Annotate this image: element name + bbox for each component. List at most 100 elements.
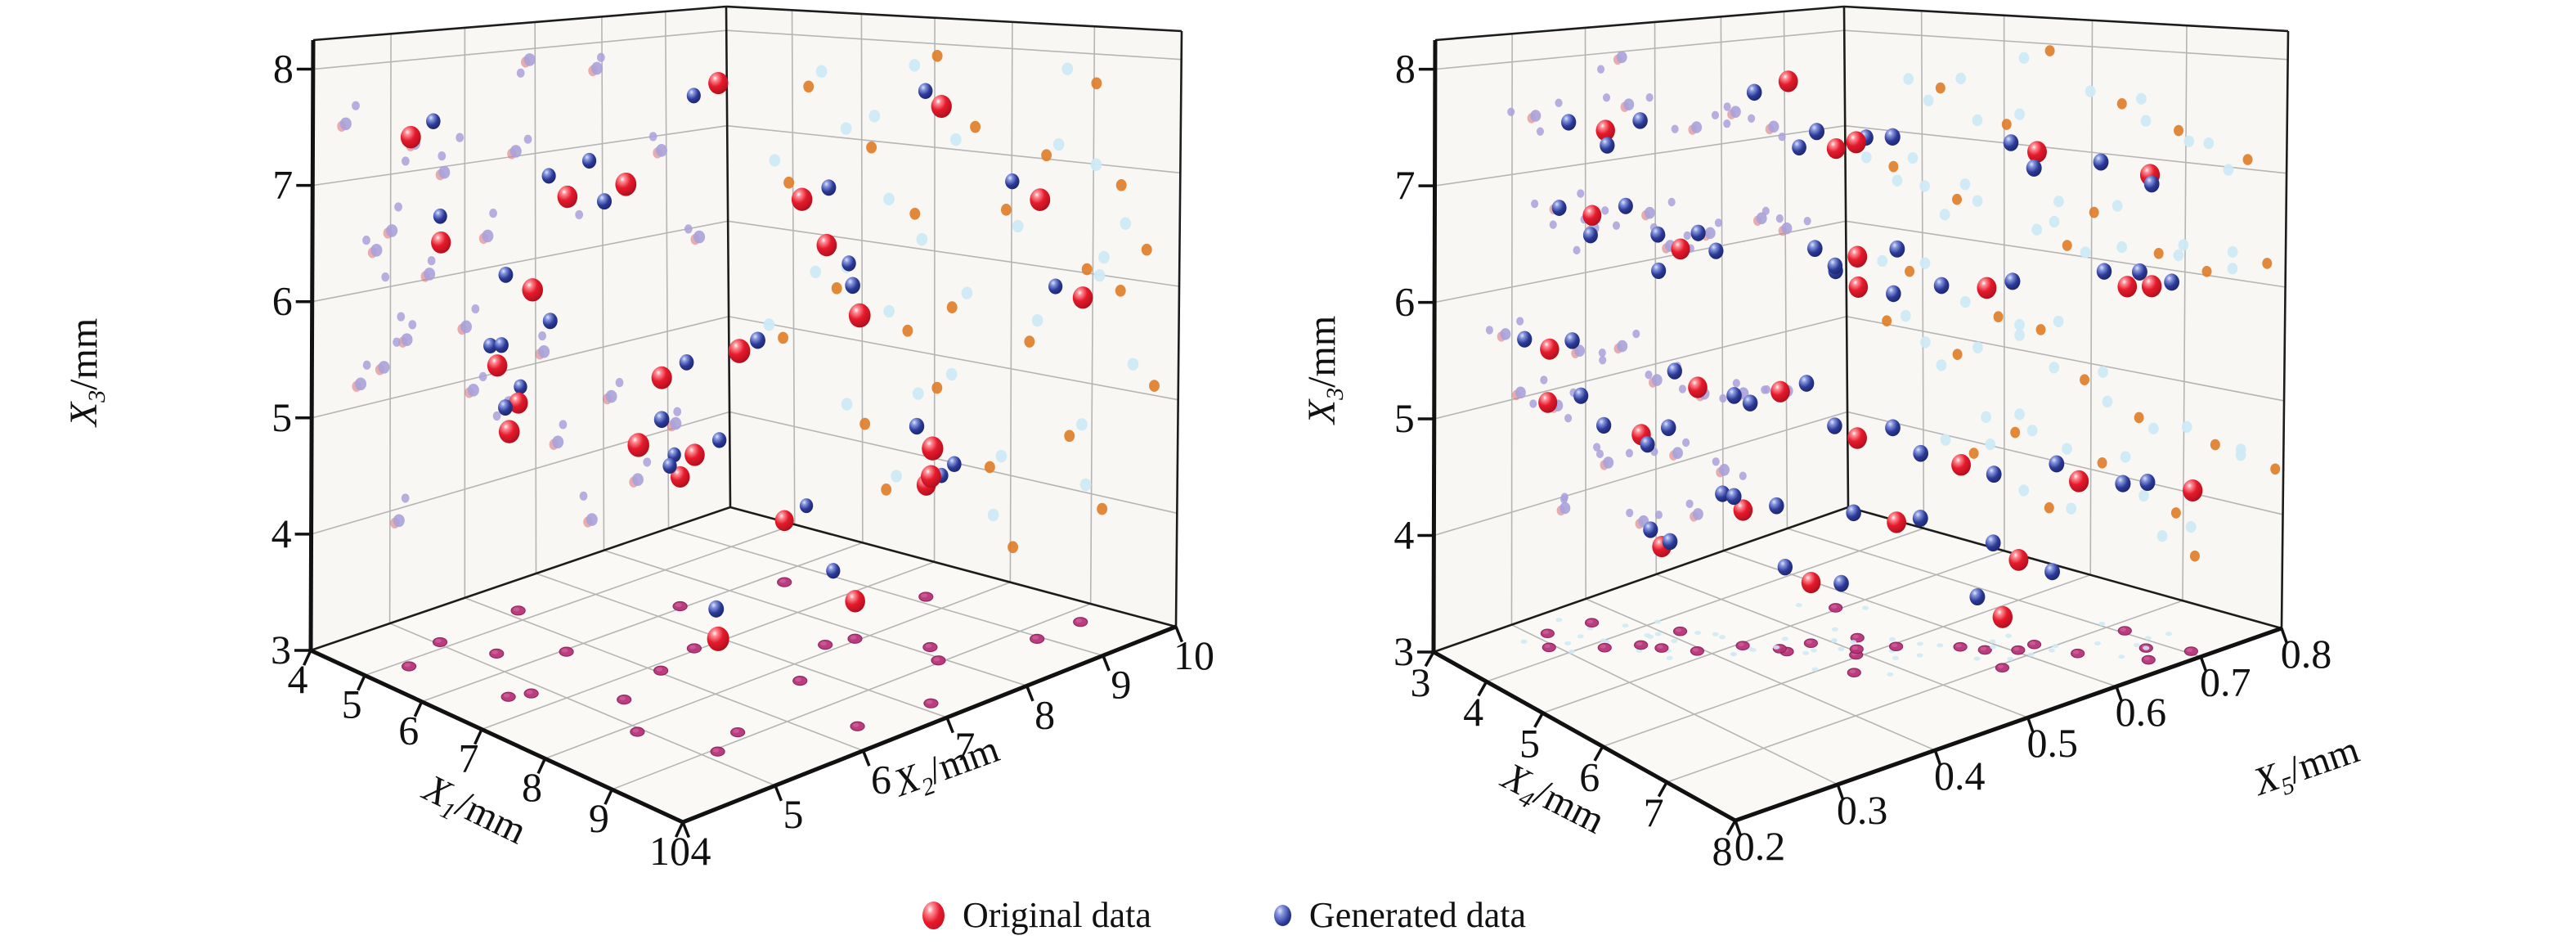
generated-point <box>2115 475 2131 492</box>
original-point <box>684 443 705 466</box>
generated-point <box>750 331 765 349</box>
legend-item-generated: Generated data <box>1273 894 1526 936</box>
svg-text:7: 7 <box>272 162 293 208</box>
original-point <box>1595 119 1615 142</box>
svg-text:4: 4 <box>1463 689 1483 735</box>
generated-point <box>686 88 701 104</box>
generated-point <box>708 600 725 618</box>
generated-point <box>1005 173 1020 190</box>
original-point <box>2008 549 2029 571</box>
svg-text:6: 6 <box>272 278 293 324</box>
generated-point <box>1573 387 1589 404</box>
generated-point <box>498 399 513 416</box>
generated-point <box>1884 128 1901 146</box>
original-point <box>522 278 543 302</box>
generated-point <box>2049 455 2065 473</box>
svg-text:8: 8 <box>273 46 294 92</box>
generated-point <box>1886 285 1901 303</box>
box-edges <box>310 5 1183 652</box>
generated-point <box>1792 139 1806 156</box>
svg-text:9: 9 <box>1111 661 1131 707</box>
svg-text:5: 5 <box>1394 395 1415 441</box>
generated-point <box>1827 257 1843 275</box>
generated-point <box>1660 419 1676 436</box>
svg-text:3: 3 <box>271 627 291 672</box>
generated-point <box>1715 485 1730 502</box>
original-point <box>1887 511 1906 533</box>
original-point <box>431 231 451 254</box>
svg-text:4: 4 <box>691 828 711 874</box>
svg-text:6: 6 <box>871 757 891 803</box>
original-point <box>1072 286 1093 309</box>
original-point <box>1538 392 1558 413</box>
original-point <box>1951 454 1972 476</box>
svg-text:10: 10 <box>1174 632 1214 678</box>
generated-point <box>1643 521 1658 538</box>
original-point <box>816 233 837 257</box>
generated-point <box>826 563 841 579</box>
generated-point <box>2164 273 2179 291</box>
original-point <box>1733 499 1753 521</box>
svg-text:3: 3 <box>1411 659 1431 705</box>
svg-text:9: 9 <box>589 795 609 841</box>
generated-point <box>541 168 556 184</box>
generated-point <box>596 193 613 210</box>
box-edges <box>1433 5 2290 654</box>
generated-point <box>1827 417 1842 434</box>
generated-point <box>845 277 860 295</box>
generated-point <box>947 456 962 473</box>
original-point <box>1778 70 1798 92</box>
generated-point <box>494 337 509 353</box>
original-point <box>1688 376 1708 398</box>
generated-point <box>711 432 727 448</box>
legend-label-generated: Generated data <box>1308 895 1526 935</box>
original-point <box>498 420 520 443</box>
original-point <box>1848 276 1869 298</box>
original-point <box>557 185 578 209</box>
generated-point <box>1551 200 1567 216</box>
original-point <box>728 339 751 363</box>
grid-lines <box>1434 11 2288 785</box>
generated-point <box>653 411 670 429</box>
generated-point <box>1933 277 1950 295</box>
original-data-marker-icon <box>922 901 945 929</box>
generated-point <box>841 255 856 272</box>
generated-point <box>483 338 498 354</box>
generated-point <box>1846 504 1861 522</box>
svg-text:0.5: 0.5 <box>2026 720 2078 766</box>
original-point <box>922 436 944 461</box>
svg-text:8: 8 <box>1712 828 1733 874</box>
z-axis-title: X3/mm <box>1300 316 1349 425</box>
generated-point <box>1913 444 1928 462</box>
generated-point <box>426 113 441 129</box>
generated-point <box>1777 558 1793 576</box>
svg-text:0.7: 0.7 <box>2200 659 2251 705</box>
svg-text:5: 5 <box>1519 721 1540 767</box>
generated-point <box>1517 331 1533 348</box>
original-point <box>1671 238 1690 260</box>
generated-point <box>2003 134 2019 151</box>
generated-point <box>2026 159 2042 177</box>
svg-text:5: 5 <box>272 394 292 440</box>
original-point <box>848 303 871 328</box>
original-point <box>670 466 690 488</box>
generated-point <box>2143 175 2160 193</box>
svg-text:5: 5 <box>783 791 803 837</box>
svg-text:4: 4 <box>272 510 292 556</box>
original-point <box>651 366 672 389</box>
svg-text:6: 6 <box>1579 753 1600 799</box>
generated-point <box>1690 224 1706 241</box>
z-axis-title: X3/mm <box>62 318 110 428</box>
generated-point <box>1833 574 1849 592</box>
svg-text:4: 4 <box>288 656 308 702</box>
generated-data-marker-icon <box>1273 904 1291 926</box>
generated-point <box>1640 435 1655 453</box>
svg-text:7: 7 <box>459 735 479 780</box>
generated-point <box>1651 262 1667 280</box>
svg-text:0.2: 0.2 <box>1735 823 1786 869</box>
generated-point <box>821 179 837 196</box>
